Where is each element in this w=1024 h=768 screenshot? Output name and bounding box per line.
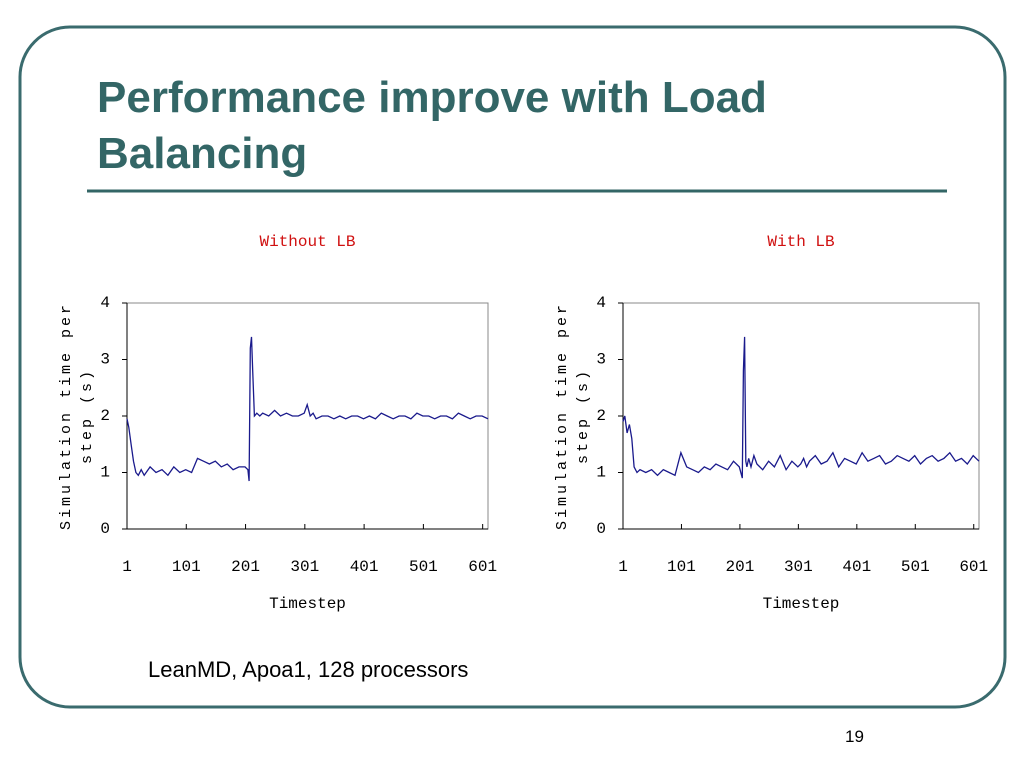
y-tick-label: 0 <box>100 520 110 538</box>
data-line <box>622 336 980 479</box>
y-tick-label: 3 <box>596 351 606 369</box>
y-tick-label: 2 <box>596 407 606 425</box>
x-tick-label: 1 <box>122 558 132 576</box>
x-tick-label: 601 <box>959 558 988 576</box>
y-axis-label: Simulation time per step (s) <box>58 301 96 531</box>
y-tick-label: 0 <box>596 520 606 538</box>
caption: LeanMD, Apoa1, 128 processors <box>148 657 469 682</box>
chart-title: Without LB <box>259 233 355 251</box>
y-tick-label: 1 <box>100 464 110 482</box>
x-tick-label: 501 <box>409 558 438 576</box>
x-tick-label: 401 <box>842 558 871 576</box>
x-tick-label: 301 <box>784 558 813 576</box>
x-tick-label: 301 <box>290 558 319 576</box>
x-tick-label: 101 <box>172 558 201 576</box>
y-tick-label: 1 <box>596 464 606 482</box>
plot-frame <box>622 302 980 530</box>
x-tick-label: 201 <box>231 558 260 576</box>
x-tick-label: 1 <box>618 558 628 576</box>
x-tick-label: 401 <box>350 558 379 576</box>
y-tick-label: 4 <box>100 294 110 312</box>
x-axis-label: Timestep <box>269 595 346 613</box>
slide-title: Performance improve with Load Balancing <box>97 73 767 178</box>
x-tick-label: 101 <box>667 558 696 576</box>
y-axis-label: Simulation time per step (s) <box>554 301 592 531</box>
plot-frame <box>126 302 489 530</box>
x-tick-label: 601 <box>468 558 497 576</box>
x-axis-label: Timestep <box>763 595 840 613</box>
slide-border <box>18 25 1007 709</box>
y-tick-label: 3 <box>100 351 110 369</box>
x-tick-label: 201 <box>726 558 755 576</box>
x-tick-label: 501 <box>901 558 930 576</box>
y-tick-label: 2 <box>100 407 110 425</box>
page-number: 19 <box>845 727 864 746</box>
chart-title: With LB <box>767 233 834 251</box>
data-line <box>126 336 489 482</box>
y-tick-label: 4 <box>596 294 606 312</box>
